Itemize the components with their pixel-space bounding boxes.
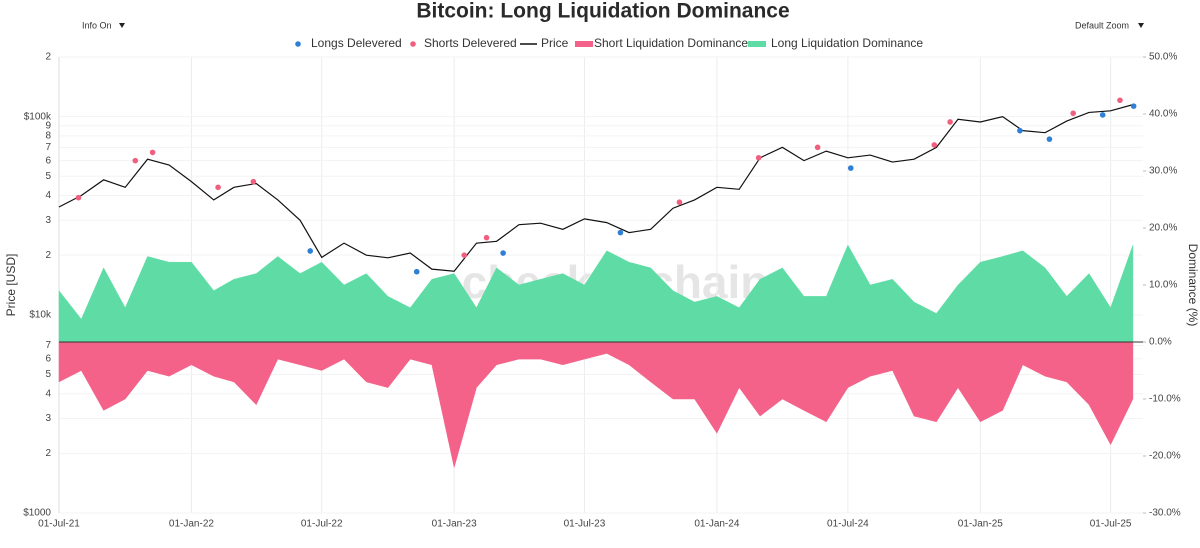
legend-label: Short Liquidation Dominance xyxy=(594,36,748,50)
y2-tick-label: 50.0% xyxy=(1149,52,1177,63)
y2-tick-label: -20.0% xyxy=(1149,451,1181,462)
delever-point xyxy=(814,144,821,151)
legend-label: Longs Delevered xyxy=(311,36,402,50)
delever-point xyxy=(1017,127,1023,134)
delever-point xyxy=(307,248,314,254)
y-tick-label: 2 xyxy=(45,52,51,63)
delever-point xyxy=(461,252,468,258)
y-tick-label: 7 xyxy=(45,142,51,153)
delever-point xyxy=(1117,97,1123,104)
legend-symbol xyxy=(575,41,593,47)
y2-tick-label: -30.0% xyxy=(1149,508,1181,519)
y-tick-label: 4 xyxy=(45,388,51,399)
x-tick-label: 01-Jul-21 xyxy=(38,519,80,530)
delever-point xyxy=(132,157,139,164)
y2-tick-label: 0.0% xyxy=(1149,337,1172,348)
delever-point xyxy=(500,250,506,256)
y-tick-label: 8 xyxy=(45,131,51,142)
legend-symbol xyxy=(295,41,301,47)
y2-tick-label: -10.0% xyxy=(1149,394,1181,405)
delever-point xyxy=(215,184,221,191)
y-tick-label: 3 xyxy=(45,215,51,226)
dropdown-arrow[interactable] xyxy=(1138,23,1144,28)
delever-point xyxy=(755,154,762,161)
delever-point xyxy=(1070,110,1076,117)
x-tick-label: 01-Jul-23 xyxy=(564,519,606,530)
x-tick-label: 01-Jan-24 xyxy=(694,519,739,530)
y2-tick-label: 20.0% xyxy=(1149,223,1177,234)
y-tick-label: 6 xyxy=(45,155,51,166)
y-tick-label: 2 xyxy=(45,448,51,459)
delever-point xyxy=(75,194,82,201)
y-tick-label: 4 xyxy=(45,190,51,201)
y2-tick-label: 30.0% xyxy=(1149,166,1177,177)
legend-label: Shorts Delevered xyxy=(424,36,517,50)
y-tick-label: 5 xyxy=(45,171,51,182)
x-tick-label: 01-Jul-22 xyxy=(301,519,343,530)
delever-point xyxy=(413,268,420,275)
y-tick-label: $1000 xyxy=(23,508,51,519)
y2-tick-label: 40.0% xyxy=(1149,109,1177,120)
chart-title: Bitcoin: Long Liquidation Dominance xyxy=(416,0,789,23)
dropdown-arrow[interactable] xyxy=(119,23,125,28)
y-tick-label: 6 xyxy=(45,353,51,364)
delever-point xyxy=(1130,103,1137,109)
y-tick-label: 2 xyxy=(45,250,51,261)
x-tick-label: 01-Jan-22 xyxy=(169,519,214,530)
x-tick-label: 01-Jan-23 xyxy=(432,519,477,530)
dominance-area xyxy=(58,341,1134,468)
delever-point xyxy=(617,229,624,236)
y-tick-label: $10k xyxy=(29,309,52,320)
x-tick-label: 01-Jul-25 xyxy=(1090,519,1132,530)
delever-point xyxy=(931,142,938,148)
dominance-area xyxy=(58,244,1134,343)
price-line xyxy=(58,104,1134,272)
y2-axis-title: Dominance (%) xyxy=(1186,244,1200,327)
delever-point xyxy=(149,149,156,156)
delever-point xyxy=(676,199,683,206)
x-tick-label: 01-Jan-25 xyxy=(958,519,1003,530)
delever-point xyxy=(847,165,854,171)
y2-tick-label: 10.0% xyxy=(1149,280,1177,291)
x-tick-label: 01-Jul-24 xyxy=(827,519,869,530)
y-axis-title: Price [USD] xyxy=(4,254,18,317)
delever-point xyxy=(250,178,257,185)
y-tick-label: 3 xyxy=(45,413,51,424)
info-toggle[interactable]: Info On xyxy=(82,20,112,30)
delever-point xyxy=(1046,136,1053,142)
delever-point xyxy=(947,119,953,125)
delever-point xyxy=(483,234,490,241)
legend-symbol xyxy=(410,41,416,47)
legend-symbol xyxy=(748,41,766,47)
legend-label: Price xyxy=(541,36,569,50)
legend-label: Long Liquidation Dominance xyxy=(771,36,923,50)
delever-point xyxy=(1099,112,1106,118)
y-tick-label: $100k xyxy=(24,111,52,122)
y-tick-label: 9 xyxy=(45,120,51,131)
y-tick-label: 7 xyxy=(45,340,51,351)
zoom-select[interactable]: Default Zoom xyxy=(1075,20,1129,30)
y-tick-label: 5 xyxy=(45,369,51,380)
